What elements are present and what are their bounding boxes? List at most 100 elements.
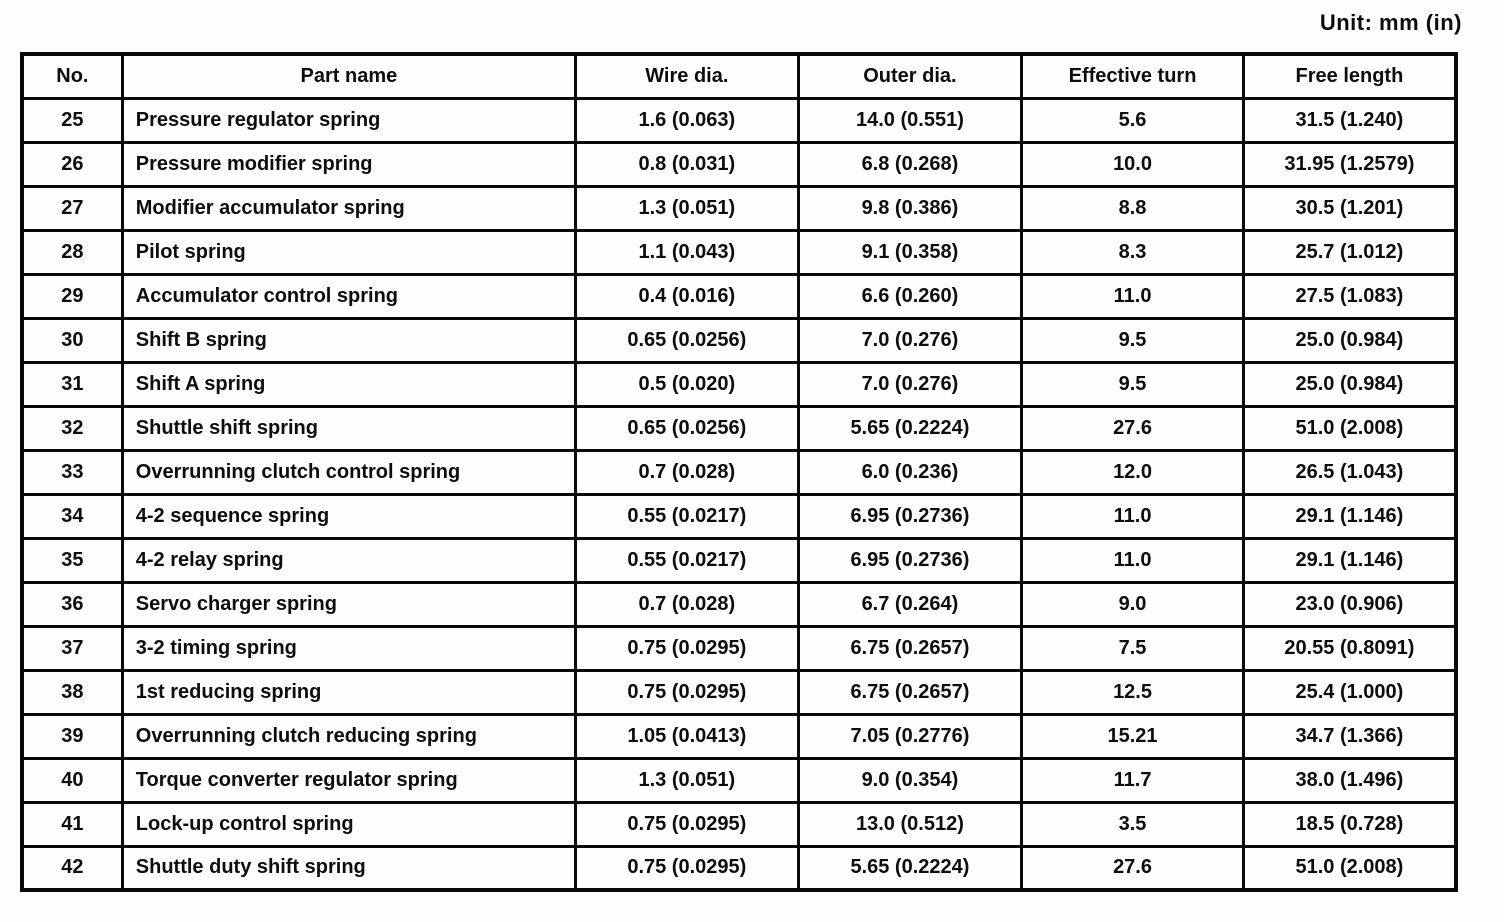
cell-effective-turn: 11.0	[1020, 492, 1245, 540]
cell-wire-dia: 1.05 (0.0413)	[574, 712, 800, 760]
cell-wire-dia: 1.3 (0.051)	[574, 756, 800, 804]
cell-wire-dia: 0.4 (0.016)	[574, 272, 800, 320]
cell-part-name: Shift A spring	[120, 360, 578, 408]
cell-wire-dia: 1.1 (0.043)	[574, 228, 800, 276]
table-row: 37 3-2 timing spring 0.75 (0.0295) 6.75 …	[20, 624, 1458, 672]
cell-effective-turn: 9.0	[1020, 580, 1245, 628]
header-row: No. Part name Wire dia. Outer dia. Effec…	[20, 52, 1458, 100]
cell-no: 29	[20, 272, 124, 320]
cell-part-name: Shuttle shift spring	[120, 404, 578, 452]
cell-no: 37	[20, 624, 124, 672]
cell-free-length: 26.5 (1.043)	[1241, 448, 1458, 496]
cell-part-name: 4-2 relay spring	[120, 536, 578, 584]
cell-free-length: 27.5 (1.083)	[1241, 272, 1458, 320]
cell-effective-turn: 15.21	[1020, 712, 1245, 760]
cell-effective-turn: 3.5	[1020, 800, 1245, 848]
table-row: 26 Pressure modifier spring 0.8 (0.031) …	[20, 140, 1458, 188]
cell-wire-dia: 0.5 (0.020)	[574, 360, 800, 408]
cell-outer-dia: 9.8 (0.386)	[796, 184, 1024, 232]
cell-part-name: Pressure modifier spring	[120, 140, 578, 188]
cell-part-name: 4-2 sequence spring	[120, 492, 578, 540]
cell-part-name: 3-2 timing spring	[120, 624, 578, 672]
cell-part-name: Torque converter regulator spring	[120, 756, 578, 804]
cell-free-length: 30.5 (1.201)	[1241, 184, 1458, 232]
cell-no: 35	[20, 536, 124, 584]
cell-part-name: Shuttle duty shift spring	[120, 844, 578, 892]
cell-free-length: 25.0 (0.984)	[1241, 316, 1458, 364]
cell-free-length: 51.0 (2.008)	[1241, 844, 1458, 892]
table-row: 32 Shuttle shift spring 0.65 (0.0256) 5.…	[20, 404, 1458, 452]
table-row: 36 Servo charger spring 0.7 (0.028) 6.7 …	[20, 580, 1458, 628]
cell-effective-turn: 11.7	[1020, 756, 1245, 804]
cell-no: 33	[20, 448, 124, 496]
cell-outer-dia: 6.0 (0.236)	[796, 448, 1024, 496]
cell-wire-dia: 0.8 (0.031)	[574, 140, 800, 188]
cell-free-length: 20.55 (0.8091)	[1241, 624, 1458, 672]
cell-free-length: 25.0 (0.984)	[1241, 360, 1458, 408]
column-header-wire-dia: Wire dia.	[574, 52, 800, 100]
column-header-part-name: Part name	[120, 52, 578, 100]
cell-no: 39	[20, 712, 124, 760]
cell-part-name: Pilot spring	[120, 228, 578, 276]
cell-no: 28	[20, 228, 124, 276]
cell-free-length: 31.5 (1.240)	[1241, 96, 1458, 144]
cell-free-length: 38.0 (1.496)	[1241, 756, 1458, 804]
cell-outer-dia: 6.75 (0.2657)	[796, 624, 1024, 672]
cell-outer-dia: 7.05 (0.2776)	[796, 712, 1024, 760]
cell-part-name: Pressure regulator spring	[120, 96, 578, 144]
column-header-free-length: Free length	[1241, 52, 1458, 100]
table-row: 40 Torque converter regulator spring 1.3…	[20, 756, 1458, 804]
table-row: 35 4-2 relay spring 0.55 (0.0217) 6.95 (…	[20, 536, 1458, 584]
cell-part-name: Accumulator control spring	[120, 272, 578, 320]
cell-effective-turn: 11.0	[1020, 536, 1245, 584]
cell-wire-dia: 1.3 (0.051)	[574, 184, 800, 232]
table-row: 38 1st reducing spring 0.75 (0.0295) 6.7…	[20, 668, 1458, 716]
table-row: 30 Shift B spring 0.65 (0.0256) 7.0 (0.2…	[20, 316, 1458, 364]
cell-part-name: Overrunning clutch control spring	[120, 448, 578, 496]
cell-wire-dia: 0.75 (0.0295)	[574, 624, 800, 672]
cell-outer-dia: 7.0 (0.276)	[796, 360, 1024, 408]
cell-no: 40	[20, 756, 124, 804]
cell-no: 41	[20, 800, 124, 848]
column-header-no: No.	[20, 52, 124, 100]
cell-free-length: 29.1 (1.146)	[1241, 536, 1458, 584]
cell-wire-dia: 0.75 (0.0295)	[574, 844, 800, 892]
cell-free-length: 51.0 (2.008)	[1241, 404, 1458, 452]
cell-outer-dia: 13.0 (0.512)	[796, 800, 1024, 848]
table-row: 31 Shift A spring 0.5 (0.020) 7.0 (0.276…	[20, 360, 1458, 408]
cell-no: 42	[20, 844, 124, 892]
cell-outer-dia: 6.6 (0.260)	[796, 272, 1024, 320]
table-row: 28 Pilot spring 1.1 (0.043) 9.1 (0.358) …	[20, 228, 1458, 276]
cell-free-length: 25.7 (1.012)	[1241, 228, 1458, 276]
cell-effective-turn: 7.5	[1020, 624, 1245, 672]
cell-free-length: 23.0 (0.906)	[1241, 580, 1458, 628]
table-row: 27 Modifier accumulator spring 1.3 (0.05…	[20, 184, 1458, 232]
column-header-effective-turn: Effective turn	[1020, 52, 1245, 100]
cell-free-length: 25.4 (1.000)	[1241, 668, 1458, 716]
cell-no: 31	[20, 360, 124, 408]
cell-effective-turn: 8.3	[1020, 228, 1245, 276]
cell-outer-dia: 6.7 (0.264)	[796, 580, 1024, 628]
cell-free-length: 18.5 (0.728)	[1241, 800, 1458, 848]
cell-no: 25	[20, 96, 124, 144]
cell-outer-dia: 6.75 (0.2657)	[796, 668, 1024, 716]
cell-effective-turn: 27.6	[1020, 844, 1245, 892]
cell-part-name: Modifier accumulator spring	[120, 184, 578, 232]
unit-label: Unit: mm (in)	[1319, 10, 1462, 35]
cell-no: 27	[20, 184, 124, 232]
cell-outer-dia: 14.0 (0.551)	[796, 96, 1024, 144]
cell-wire-dia: 0.75 (0.0295)	[574, 668, 800, 716]
cell-outer-dia: 9.1 (0.358)	[796, 228, 1024, 276]
cell-wire-dia: 0.75 (0.0295)	[574, 800, 800, 848]
cell-part-name: Shift B spring	[120, 316, 578, 364]
cell-part-name: Overrunning clutch reducing spring	[120, 712, 578, 760]
cell-no: 34	[20, 492, 124, 540]
cell-effective-turn: 8.8	[1020, 184, 1245, 232]
cell-effective-turn: 9.5	[1020, 360, 1245, 408]
cell-outer-dia: 7.0 (0.276)	[796, 316, 1024, 364]
cell-outer-dia: 9.0 (0.354)	[796, 756, 1024, 804]
cell-effective-turn: 12.5	[1020, 668, 1245, 716]
cell-no: 38	[20, 668, 124, 716]
cell-outer-dia: 5.65 (0.2224)	[796, 844, 1024, 892]
